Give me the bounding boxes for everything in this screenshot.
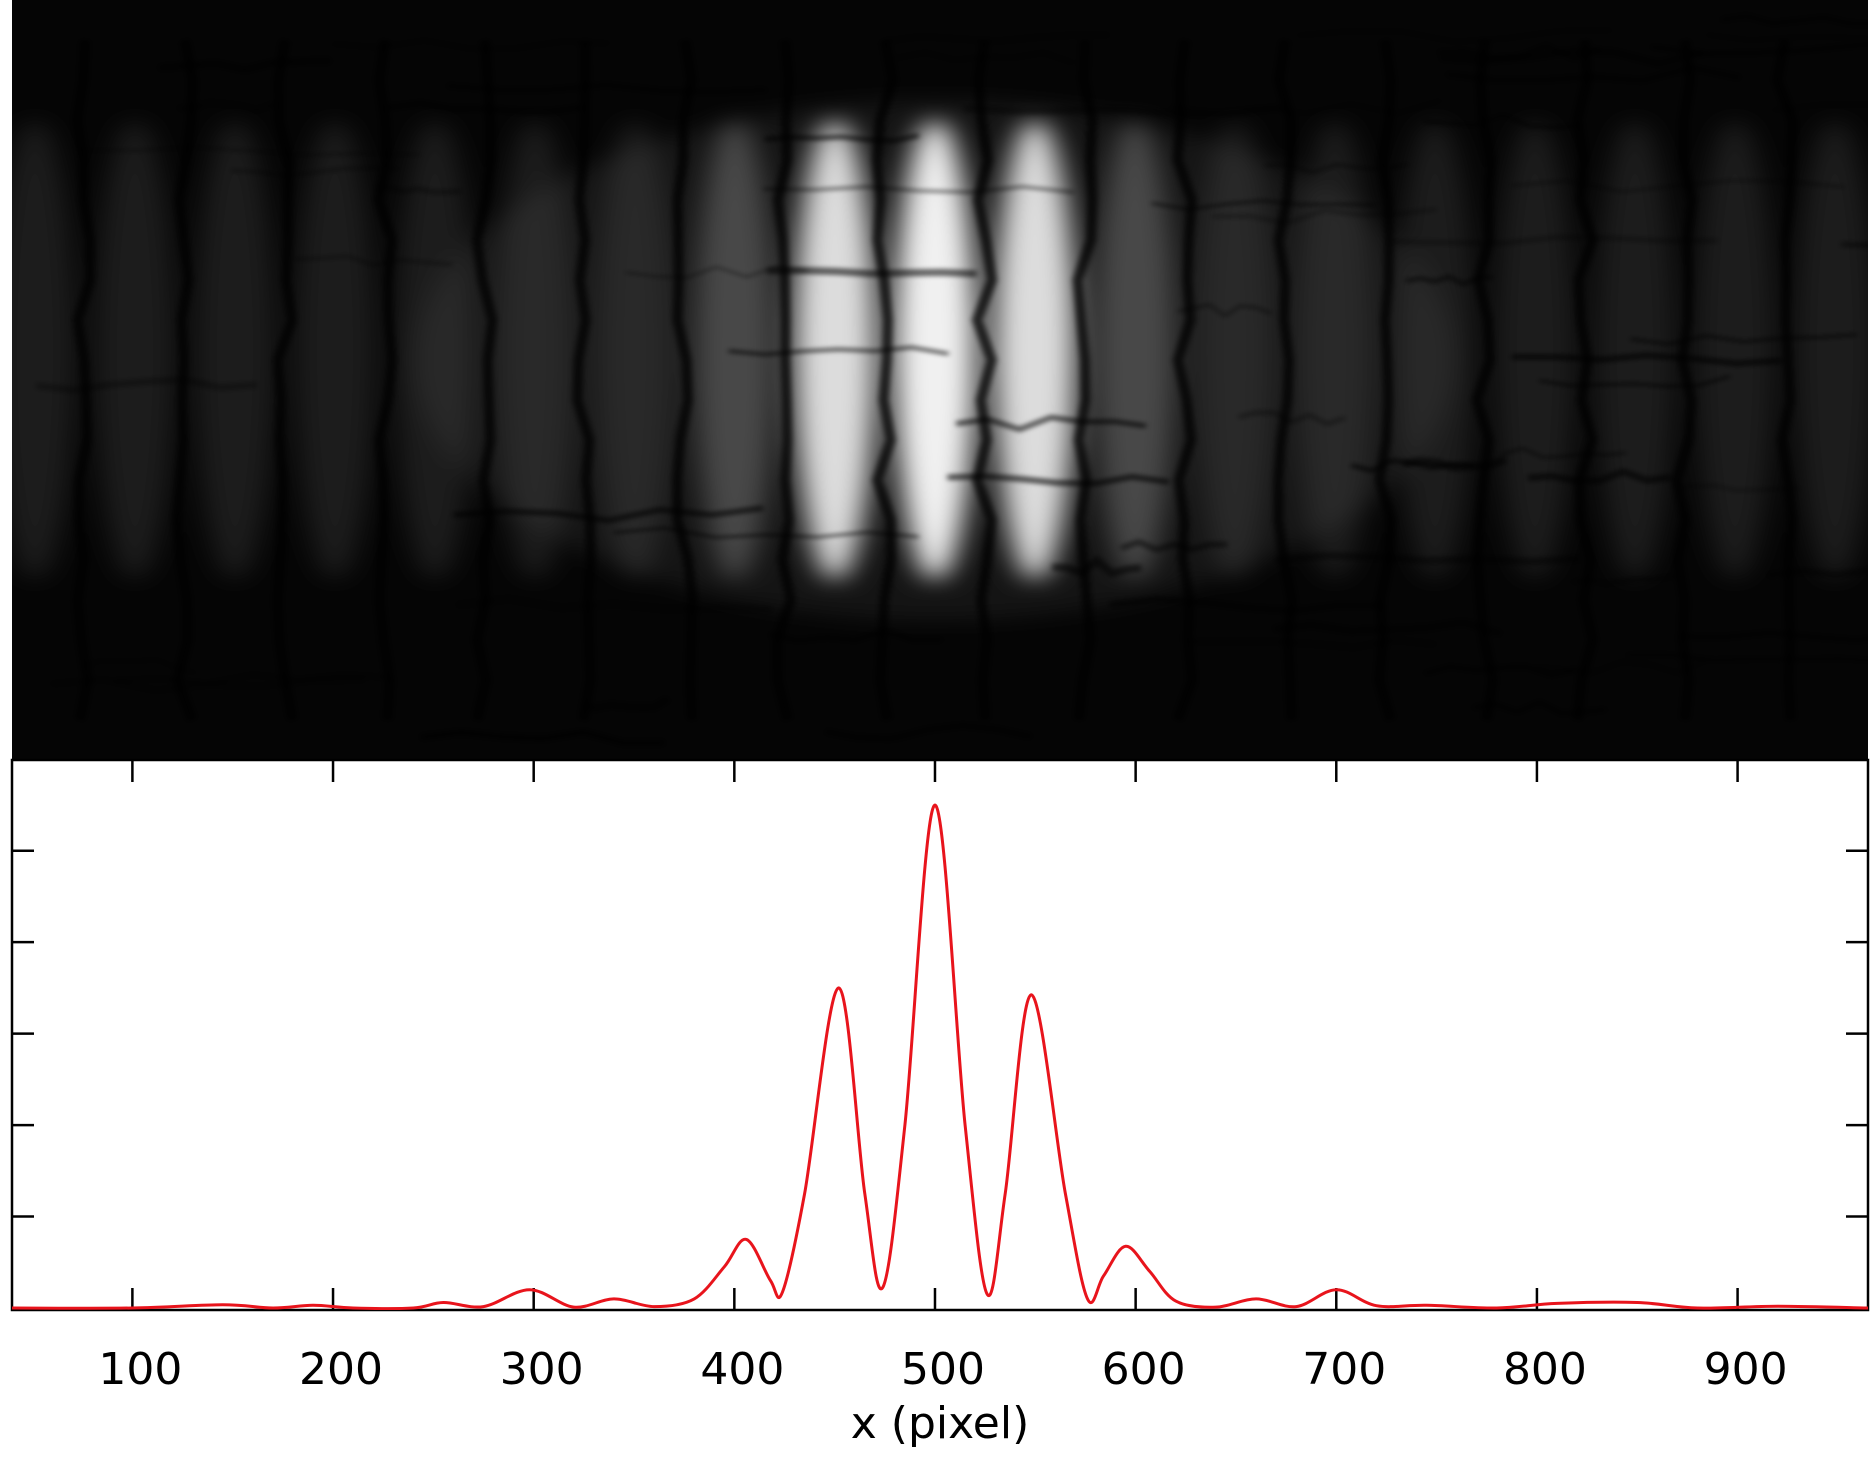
speckle-42 (613, 526, 919, 540)
speckle-14 (763, 184, 1075, 195)
y-ticks (12, 849, 1868, 1218)
plot-frame (10, 758, 1870, 1312)
intensity-profile-line (12, 803, 1868, 1310)
fringe-minimum-19 (1471, 39, 1498, 721)
speckle-30 (1109, 596, 1386, 615)
fringe-minimum-12 (772, 39, 796, 722)
speckle-41 (1626, 652, 1868, 663)
fringe-7 (194, 120, 275, 580)
speckle-23 (446, 81, 768, 96)
speckle-40 (332, 38, 609, 52)
fringe-minimum-6 (172, 39, 198, 722)
speckle-43 (374, 184, 462, 195)
speckle-68 (1052, 555, 1142, 578)
speckle-36 (1511, 352, 1782, 367)
fringe-minimum-15 (1072, 39, 1098, 721)
x-tick-label-300: 300 (500, 1344, 584, 1395)
speckle-26 (1472, 699, 1607, 717)
x-tick-label-200: 200 (299, 1344, 383, 1395)
speckle-53 (1393, 234, 1718, 247)
fringe-8 (294, 120, 375, 580)
speckle-7 (625, 264, 808, 280)
speckle-66 (768, 627, 943, 644)
x-tick-label-500: 500 (901, 1344, 985, 1395)
fringe-minimum-7 (272, 39, 298, 721)
speckle-58 (83, 145, 420, 158)
speckle-10 (453, 505, 764, 524)
speckle-69 (114, 672, 392, 686)
speckle-57 (1422, 112, 1583, 130)
speckle-25 (824, 722, 1033, 742)
speckle-35 (883, 32, 1110, 45)
speckle-37 (1501, 446, 1627, 460)
speckle-34 (1772, 101, 1868, 113)
speckle-60 (1350, 457, 1474, 474)
speckle-46 (231, 166, 399, 178)
speckle-63 (1705, 33, 1868, 42)
fringe-halo (414, 100, 1455, 620)
fringe-pattern (12, 100, 1868, 620)
speckle-3 (295, 254, 453, 268)
speckle-13 (1650, 42, 1868, 57)
fringe-minimum-5 (72, 39, 96, 721)
speckle-49 (1169, 98, 1443, 117)
speckle-lines (35, 12, 1868, 747)
plot-panel: 100 200 300 400 500 600 700 800 900 x (pixel) (10, 758, 1870, 1449)
x-tick-labels: 100 200 300 400 500 600 700 800 900 (98, 1344, 1787, 1395)
fringe-23 (1794, 120, 1868, 580)
fringe-5 (12, 120, 75, 580)
fringe-minimum-21 (1671, 39, 1697, 721)
speckle-67 (1672, 483, 1800, 493)
fringe-minimum-10 (572, 39, 596, 721)
fringe-22 (1694, 120, 1775, 580)
speckle-2 (964, 103, 1285, 118)
speckle-9 (1423, 663, 1577, 678)
fringe-6 (94, 120, 175, 580)
speckle-1 (1527, 467, 1672, 485)
speckle-65 (1275, 551, 1581, 566)
speckle-0 (1720, 12, 1868, 27)
fringe-minimum-13 (872, 39, 898, 721)
fringe-minimum-22 (1772, 39, 1798, 721)
speckle-16 (1766, 567, 1868, 579)
speckle-6 (1190, 636, 1437, 651)
fringe-21 (1594, 120, 1675, 580)
speckle-44 (728, 345, 949, 357)
fringe-minimum-9 (471, 39, 498, 722)
fringe-minimum-16 (1172, 39, 1198, 722)
fringe-minimum-17 (1273, 39, 1298, 721)
speckle-33 (1539, 374, 1731, 389)
fringe-minimum-20 (1572, 39, 1598, 721)
speckle-28 (1537, 657, 1707, 676)
fringe-minimum-18 (1374, 39, 1397, 722)
x-tick-label-100: 100 (98, 1344, 182, 1395)
speckle-31 (1120, 538, 1228, 554)
speckle-39 (1437, 42, 1602, 62)
x-tick-label-700: 700 (1302, 1344, 1386, 1395)
fringe-minimum-11 (672, 39, 698, 721)
speckle-8 (419, 728, 665, 747)
x-tick-label-400: 400 (700, 1344, 784, 1395)
speckle-27 (1630, 332, 1858, 347)
fringe-minimum-14 (971, 39, 997, 721)
speckle-32 (456, 595, 773, 614)
x-tick-label-600: 600 (1102, 1344, 1186, 1395)
speckle-24 (767, 266, 977, 278)
x-tick-label-900: 900 (1704, 1344, 1788, 1395)
x-axis-title: x (pixel) (851, 1398, 1030, 1449)
speckle-51 (580, 695, 671, 713)
speckle-55 (947, 473, 1170, 487)
fringe-minimum-8 (373, 39, 398, 721)
speckle-50 (1679, 629, 1868, 644)
x-ticks (131, 760, 1739, 1310)
fringe-20 (1494, 120, 1575, 580)
speckle-61 (1237, 409, 1346, 428)
interference-image (12, 0, 1868, 760)
speckle-62 (35, 375, 258, 394)
speckle-22 (1211, 206, 1437, 226)
x-tick-label-800: 800 (1503, 1344, 1587, 1395)
speckle-29 (1297, 28, 1612, 44)
